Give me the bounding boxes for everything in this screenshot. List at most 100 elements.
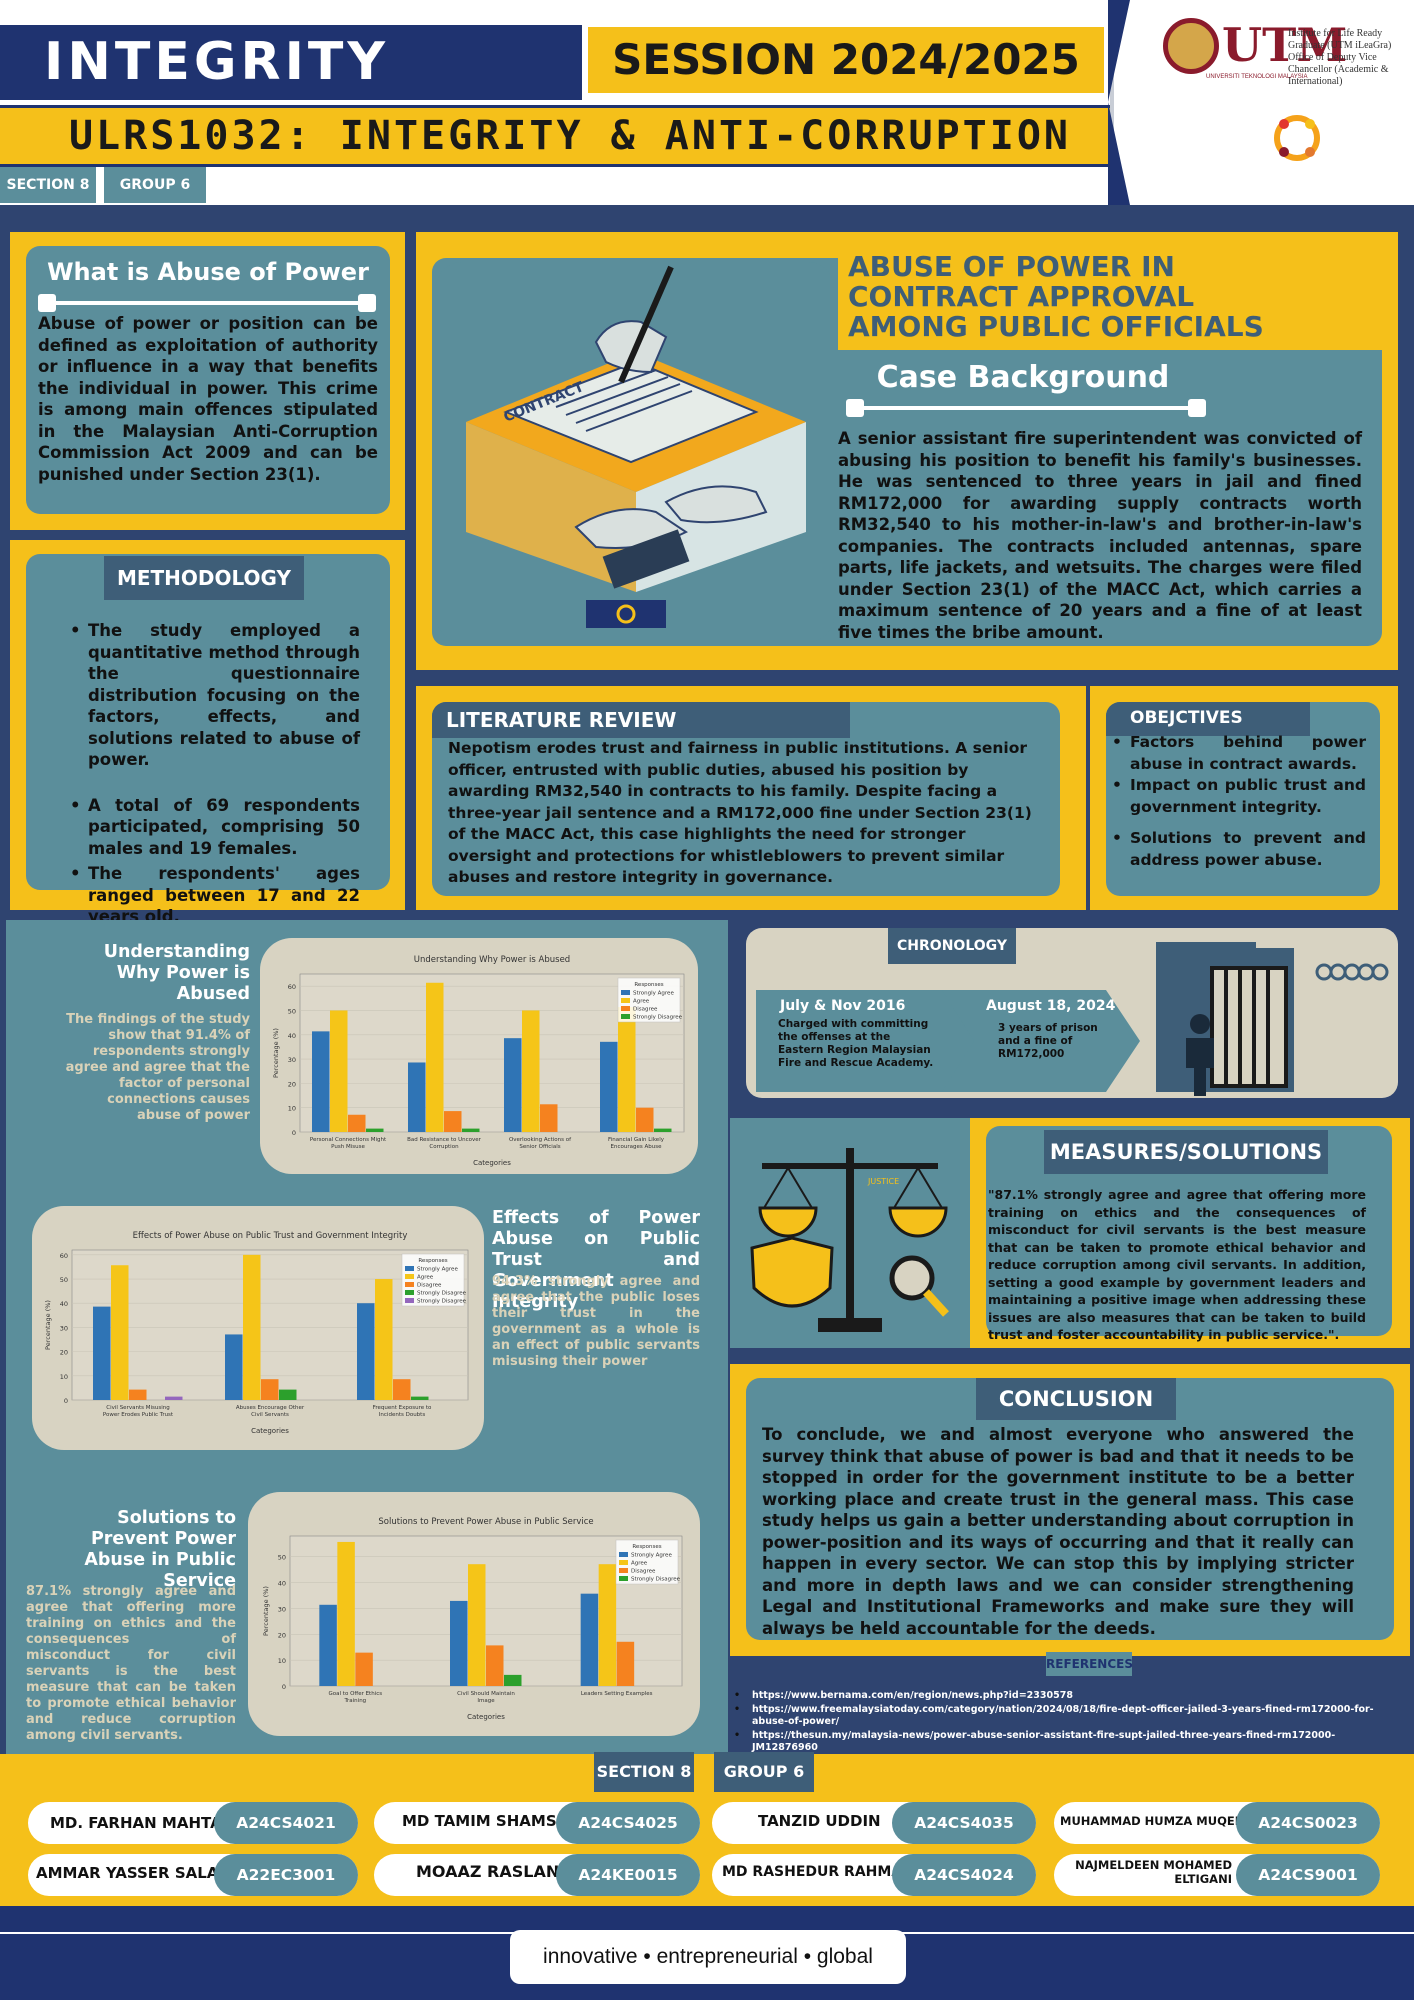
finding-body-1: The findings of the study show that 91.4… xyxy=(65,1012,250,1123)
member-name: TANZID UDDIN xyxy=(758,1812,881,1830)
chart-solutions-power-abuse: Solutions to Prevent Power Abuse in Publ… xyxy=(262,1517,683,1721)
conclusion-card xyxy=(746,1378,1394,1640)
bar xyxy=(580,1593,599,1686)
bar xyxy=(243,1254,261,1400)
legend-swatch xyxy=(405,1298,414,1303)
x-tick-label: Civil Servants xyxy=(251,1412,289,1418)
objective-item: Impact on public trust and government in… xyxy=(1112,775,1366,818)
bar xyxy=(225,1334,243,1400)
measures-body: "87.1% strongly agree and agree that off… xyxy=(988,1187,1366,1342)
x-tick-label: Power Erodes Public Trust xyxy=(103,1412,174,1418)
what-is-body: Abuse of power or position can be define… xyxy=(38,314,378,484)
x-tick-label: Image xyxy=(477,1698,495,1704)
legend-swatch xyxy=(405,1266,414,1271)
bar xyxy=(129,1389,147,1400)
bar xyxy=(279,1389,297,1400)
reference-link[interactable]: https://www.bernama.com/en/region/news.p… xyxy=(734,1690,1398,1702)
member-id: A24KE0015 xyxy=(556,1854,700,1896)
legend-swatch xyxy=(619,1568,628,1573)
member-id: A24CS9001 xyxy=(1236,1854,1380,1896)
legend-label: Disagree xyxy=(633,1007,658,1013)
reference-link[interactable]: https://thesun.my/malaysia-news/power-ab… xyxy=(734,1730,1398,1754)
logo-university: UNIVERSITI TEKNOLOGI MALAYSIA xyxy=(1206,74,1308,80)
objectives-title: OBEJCTIVES xyxy=(1130,708,1243,728)
objectives-list: Factors behind power abuse in contract a… xyxy=(1112,732,1366,871)
x-tick-label: Incidents Doubts xyxy=(379,1412,426,1418)
y-tick-label: 10 xyxy=(60,1373,68,1381)
x-tick-label: Bad Resistance to Uncover xyxy=(407,1137,482,1143)
x-tick-label: Frequent Exposure to xyxy=(373,1405,432,1411)
main-title: ABUSE OF POWER IN CONTRACT APPROVAL AMON… xyxy=(848,250,1264,343)
chart-effects-power-abuse: Effects of Power Abuse on Public Trust a… xyxy=(44,1231,469,1435)
bar xyxy=(600,1041,618,1132)
y-axis-label: Percentage (%) xyxy=(262,1586,270,1636)
bar xyxy=(616,1641,635,1686)
legend-swatch xyxy=(619,1576,628,1581)
conclusion-body: To conclude, we and almost everyone who … xyxy=(762,1425,1354,1638)
bar xyxy=(426,982,444,1132)
bar xyxy=(261,1379,279,1400)
logo-subtitle: Institute for Life Ready Graduate (UTM i… xyxy=(1288,28,1392,87)
x-axis-label: Categories xyxy=(251,1427,289,1435)
title-divider xyxy=(40,301,370,305)
legend-swatch xyxy=(621,1006,630,1011)
bar xyxy=(618,1007,636,1132)
finding-heading-2: Effects of Power Abuse on Public Trust a… xyxy=(492,1208,700,1312)
y-axis-label: Percentage (%) xyxy=(44,1300,52,1350)
legend-swatch xyxy=(405,1274,414,1279)
x-tick-label: Personal Connections Might xyxy=(310,1137,387,1143)
y-tick-label: 60 xyxy=(60,1252,68,1260)
objective-item: Factors behind power abuse in contract a… xyxy=(1112,732,1366,775)
legend-label: Strongly Agree xyxy=(631,1553,672,1559)
session-label: SESSION 2024/2025 xyxy=(588,27,1104,93)
y-tick-label: 30 xyxy=(278,1605,286,1613)
section-tag: SECTION 8 xyxy=(0,167,96,203)
member-name: MD. FARHAN MAHTAB xyxy=(50,1814,234,1832)
literature-body: Nepotism erodes trust and fairness in pu… xyxy=(448,739,1032,886)
member-id: A24CS4021 xyxy=(214,1802,358,1844)
group-tag: GROUP 6 xyxy=(104,167,206,203)
y-tick-label: 0 xyxy=(282,1683,286,1691)
legend-box xyxy=(401,1253,465,1307)
case-title: Case Background xyxy=(876,360,1170,395)
divider-cap xyxy=(358,294,376,312)
divider-cap xyxy=(846,399,864,417)
bar xyxy=(486,1645,504,1686)
chronology-arrows xyxy=(756,990,1140,1092)
legend-label: Strongly Disagree xyxy=(631,1577,681,1583)
finding-heading-1: Understanding Why Power is Abused xyxy=(103,942,250,1004)
methodology-item: The study employed a quantitative method… xyxy=(70,620,360,771)
chronology-text-2: 3 years of prison and a fine of RM172,00… xyxy=(998,1022,1098,1060)
divider-cap xyxy=(1188,399,1206,417)
bar xyxy=(165,1396,183,1400)
legend-swatch xyxy=(405,1282,414,1287)
bar xyxy=(462,1128,480,1132)
case-body: A senior assistant fire superintendent w… xyxy=(838,429,1362,642)
legend-label: Agree xyxy=(633,999,650,1005)
y-tick-label: 0 xyxy=(64,1397,68,1405)
anniversary-50-icon xyxy=(1262,104,1332,174)
y-tick-label: 20 xyxy=(278,1631,286,1639)
legend-label: Strongly Disagree xyxy=(417,1291,467,1297)
bar xyxy=(450,1600,468,1686)
chronology-date-2: August 18, 2024 xyxy=(986,998,1116,1014)
y-tick-label: 20 xyxy=(60,1349,68,1357)
y-tick-label: 60 xyxy=(288,983,296,991)
y-tick-label: 10 xyxy=(278,1657,286,1665)
finding-body-2: 94.3% strongly agree and agree that the … xyxy=(492,1274,700,1369)
x-tick-label: Corruption xyxy=(429,1144,459,1150)
legend-title: Responses xyxy=(634,982,663,988)
legend-swatch xyxy=(621,1014,630,1019)
y-tick-label: 30 xyxy=(288,1056,296,1064)
justice-label: JUSTICE xyxy=(867,1177,899,1186)
legend-label: Strongly Disagree xyxy=(633,1015,683,1021)
member-name: NAJMELDEEN MOHAMED ELTIGANI xyxy=(1075,1858,1232,1886)
methodology-item: A total of 69 respondents participated, … xyxy=(70,795,360,860)
measures-title: MEASURES/SOLUTIONS xyxy=(1044,1130,1328,1174)
x-tick-label: Leaders Setting Examples xyxy=(581,1691,653,1697)
what-is-title: What is Abuse of Power xyxy=(47,258,369,286)
legend-swatch xyxy=(619,1560,628,1565)
reference-link[interactable]: https://www.freemalaysiatoday.com/catego… xyxy=(734,1704,1398,1728)
x-tick-label: Senior Officials xyxy=(519,1144,560,1150)
bar xyxy=(540,1104,558,1132)
